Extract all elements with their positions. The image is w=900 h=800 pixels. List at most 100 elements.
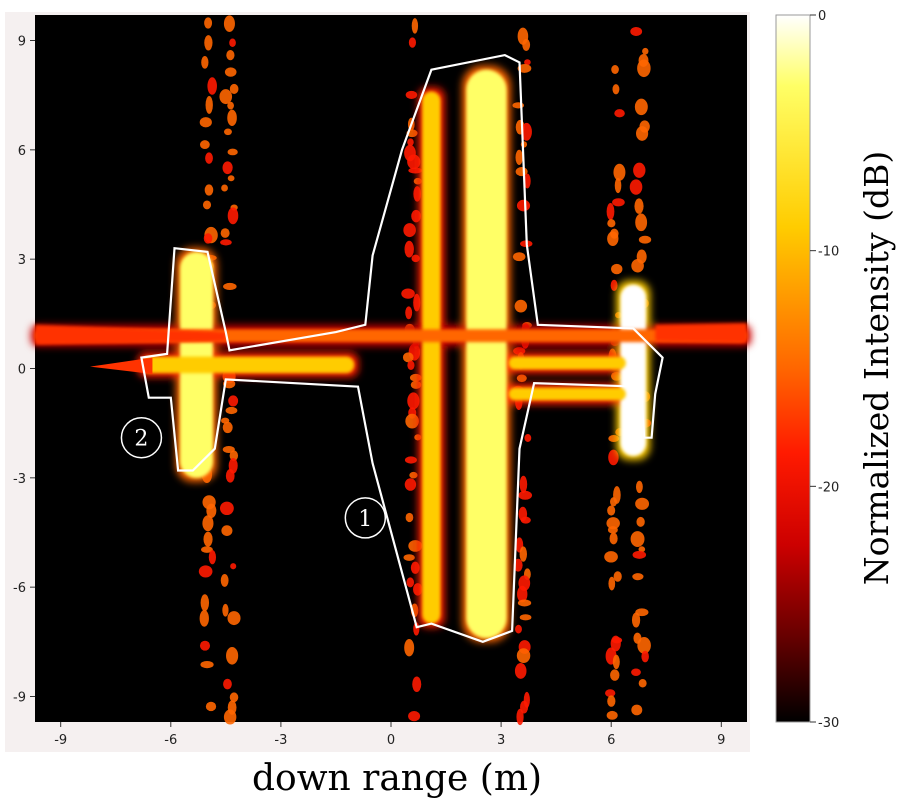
- annotation-label: 2: [134, 427, 148, 452]
- plot-area: [31, 15, 751, 726]
- scatter-speck: [519, 475, 528, 493]
- annotation-marker: 1: [344, 497, 387, 539]
- scatter-speck: [227, 175, 235, 182]
- colorbar-tick-label: -20: [818, 480, 839, 495]
- scatter-speck: [201, 546, 213, 553]
- scatter-speck: [412, 676, 422, 692]
- scatter-speck: [407, 392, 420, 410]
- scatter-speck: [405, 90, 418, 99]
- scatter-speck: [632, 550, 647, 559]
- scatter-speck: [223, 709, 237, 725]
- scatter-speck: [634, 98, 648, 116]
- scatter-speck: [222, 161, 233, 175]
- x-tick-label: -3: [274, 733, 287, 748]
- scatter-speck: [631, 704, 643, 716]
- scatter-speck: [204, 184, 214, 196]
- colorbar-tick-label: -10: [818, 245, 839, 260]
- scatter-speck: [610, 635, 621, 652]
- scatter-speck: [516, 648, 531, 664]
- x-tick-label: 9: [717, 733, 725, 748]
- scatter-speck: [521, 122, 532, 141]
- scatter-speck: [204, 17, 213, 29]
- y-tick-label: -6: [13, 581, 26, 596]
- scatter-speck: [411, 18, 419, 34]
- scatter-speck: [408, 37, 417, 48]
- scatter-speck: [199, 140, 210, 150]
- scatter-speck: [407, 154, 421, 170]
- scatter-speck: [612, 654, 620, 670]
- scatter-speck: [201, 55, 209, 69]
- scatter-speck: [638, 235, 652, 244]
- boom-lower: [508, 387, 626, 401]
- scatter-speck: [203, 531, 213, 547]
- scatter-speck: [207, 77, 217, 95]
- y-tick-label: -9: [13, 690, 26, 705]
- scatter-speck: [223, 678, 232, 690]
- scatter-speck: [515, 149, 523, 166]
- scatter-speck: [607, 695, 616, 707]
- scatter-speck: [635, 480, 643, 494]
- scatter-speck: [222, 421, 233, 434]
- scatter-speck: [405, 512, 414, 523]
- scatter-speck: [403, 223, 416, 238]
- scatter-speck: [611, 65, 619, 74]
- boom-upper: [508, 356, 626, 370]
- scatter-speck: [636, 126, 649, 141]
- scatter-speck: [202, 515, 214, 532]
- scatter-speck: [408, 711, 421, 722]
- scatter-speck: [642, 47, 649, 55]
- scatter-speck: [200, 660, 214, 669]
- scatter-speck: [227, 207, 239, 225]
- scatter-speck: [404, 456, 417, 464]
- scatter-speck: [199, 640, 211, 651]
- scatter-speck: [223, 282, 237, 290]
- scatter-speck: [202, 200, 212, 210]
- annotation-markers: 12: [120, 416, 387, 539]
- scatter-speck: [612, 84, 620, 95]
- scatter-speck: [230, 563, 237, 570]
- scatter-speck: [524, 434, 532, 442]
- scatter-speck: [516, 199, 531, 212]
- scatter-speck: [226, 646, 239, 665]
- scatter-speck: [222, 603, 229, 617]
- wing-root-bar: [422, 91, 441, 624]
- scatter-speck: [199, 609, 209, 627]
- scatter-speck: [413, 622, 420, 636]
- scatter-speck: [638, 546, 646, 553]
- scatter-speck: [405, 306, 413, 320]
- scatter-speck: [633, 162, 646, 178]
- scatter-speck: [229, 38, 236, 48]
- scatter-speck: [227, 109, 237, 127]
- scatter-speck: [221, 525, 233, 537]
- scatter-speck: [611, 263, 623, 275]
- scatter-speck: [631, 259, 644, 273]
- scatter-speck: [224, 67, 237, 77]
- scatter-speck: [610, 669, 620, 681]
- x-tick-label: 3: [497, 733, 505, 748]
- scatter-speck: [403, 554, 415, 561]
- colorbar-tick-label: -30: [818, 716, 839, 731]
- scatter-speck: [405, 413, 419, 429]
- scatter-speck: [220, 239, 232, 246]
- scatter-speck: [220, 574, 229, 587]
- scatter-speck: [641, 650, 649, 663]
- scatter-speck: [606, 203, 615, 220]
- scatter-speck: [409, 471, 418, 479]
- x-axis-ticks: -9 -6 -3 0 3 6 9: [54, 722, 725, 748]
- scatter-speck: [629, 179, 643, 195]
- scatter-speck: [631, 668, 641, 677]
- scatter-speck: [632, 573, 644, 581]
- scatter-speck: [517, 64, 532, 73]
- scatter-speck: [198, 565, 213, 578]
- scatter-speck: [612, 198, 625, 207]
- scatter-speck: [610, 279, 618, 292]
- scatter-speck: [637, 637, 651, 654]
- y-tick-label: 0: [18, 363, 26, 378]
- scatter-speck: [204, 35, 213, 51]
- x-tick-label: 0: [387, 733, 395, 748]
- scatter-speck: [512, 252, 526, 262]
- annotation-circle: [344, 497, 387, 539]
- scatter-speck: [227, 148, 238, 156]
- scatter-speck: [229, 450, 239, 461]
